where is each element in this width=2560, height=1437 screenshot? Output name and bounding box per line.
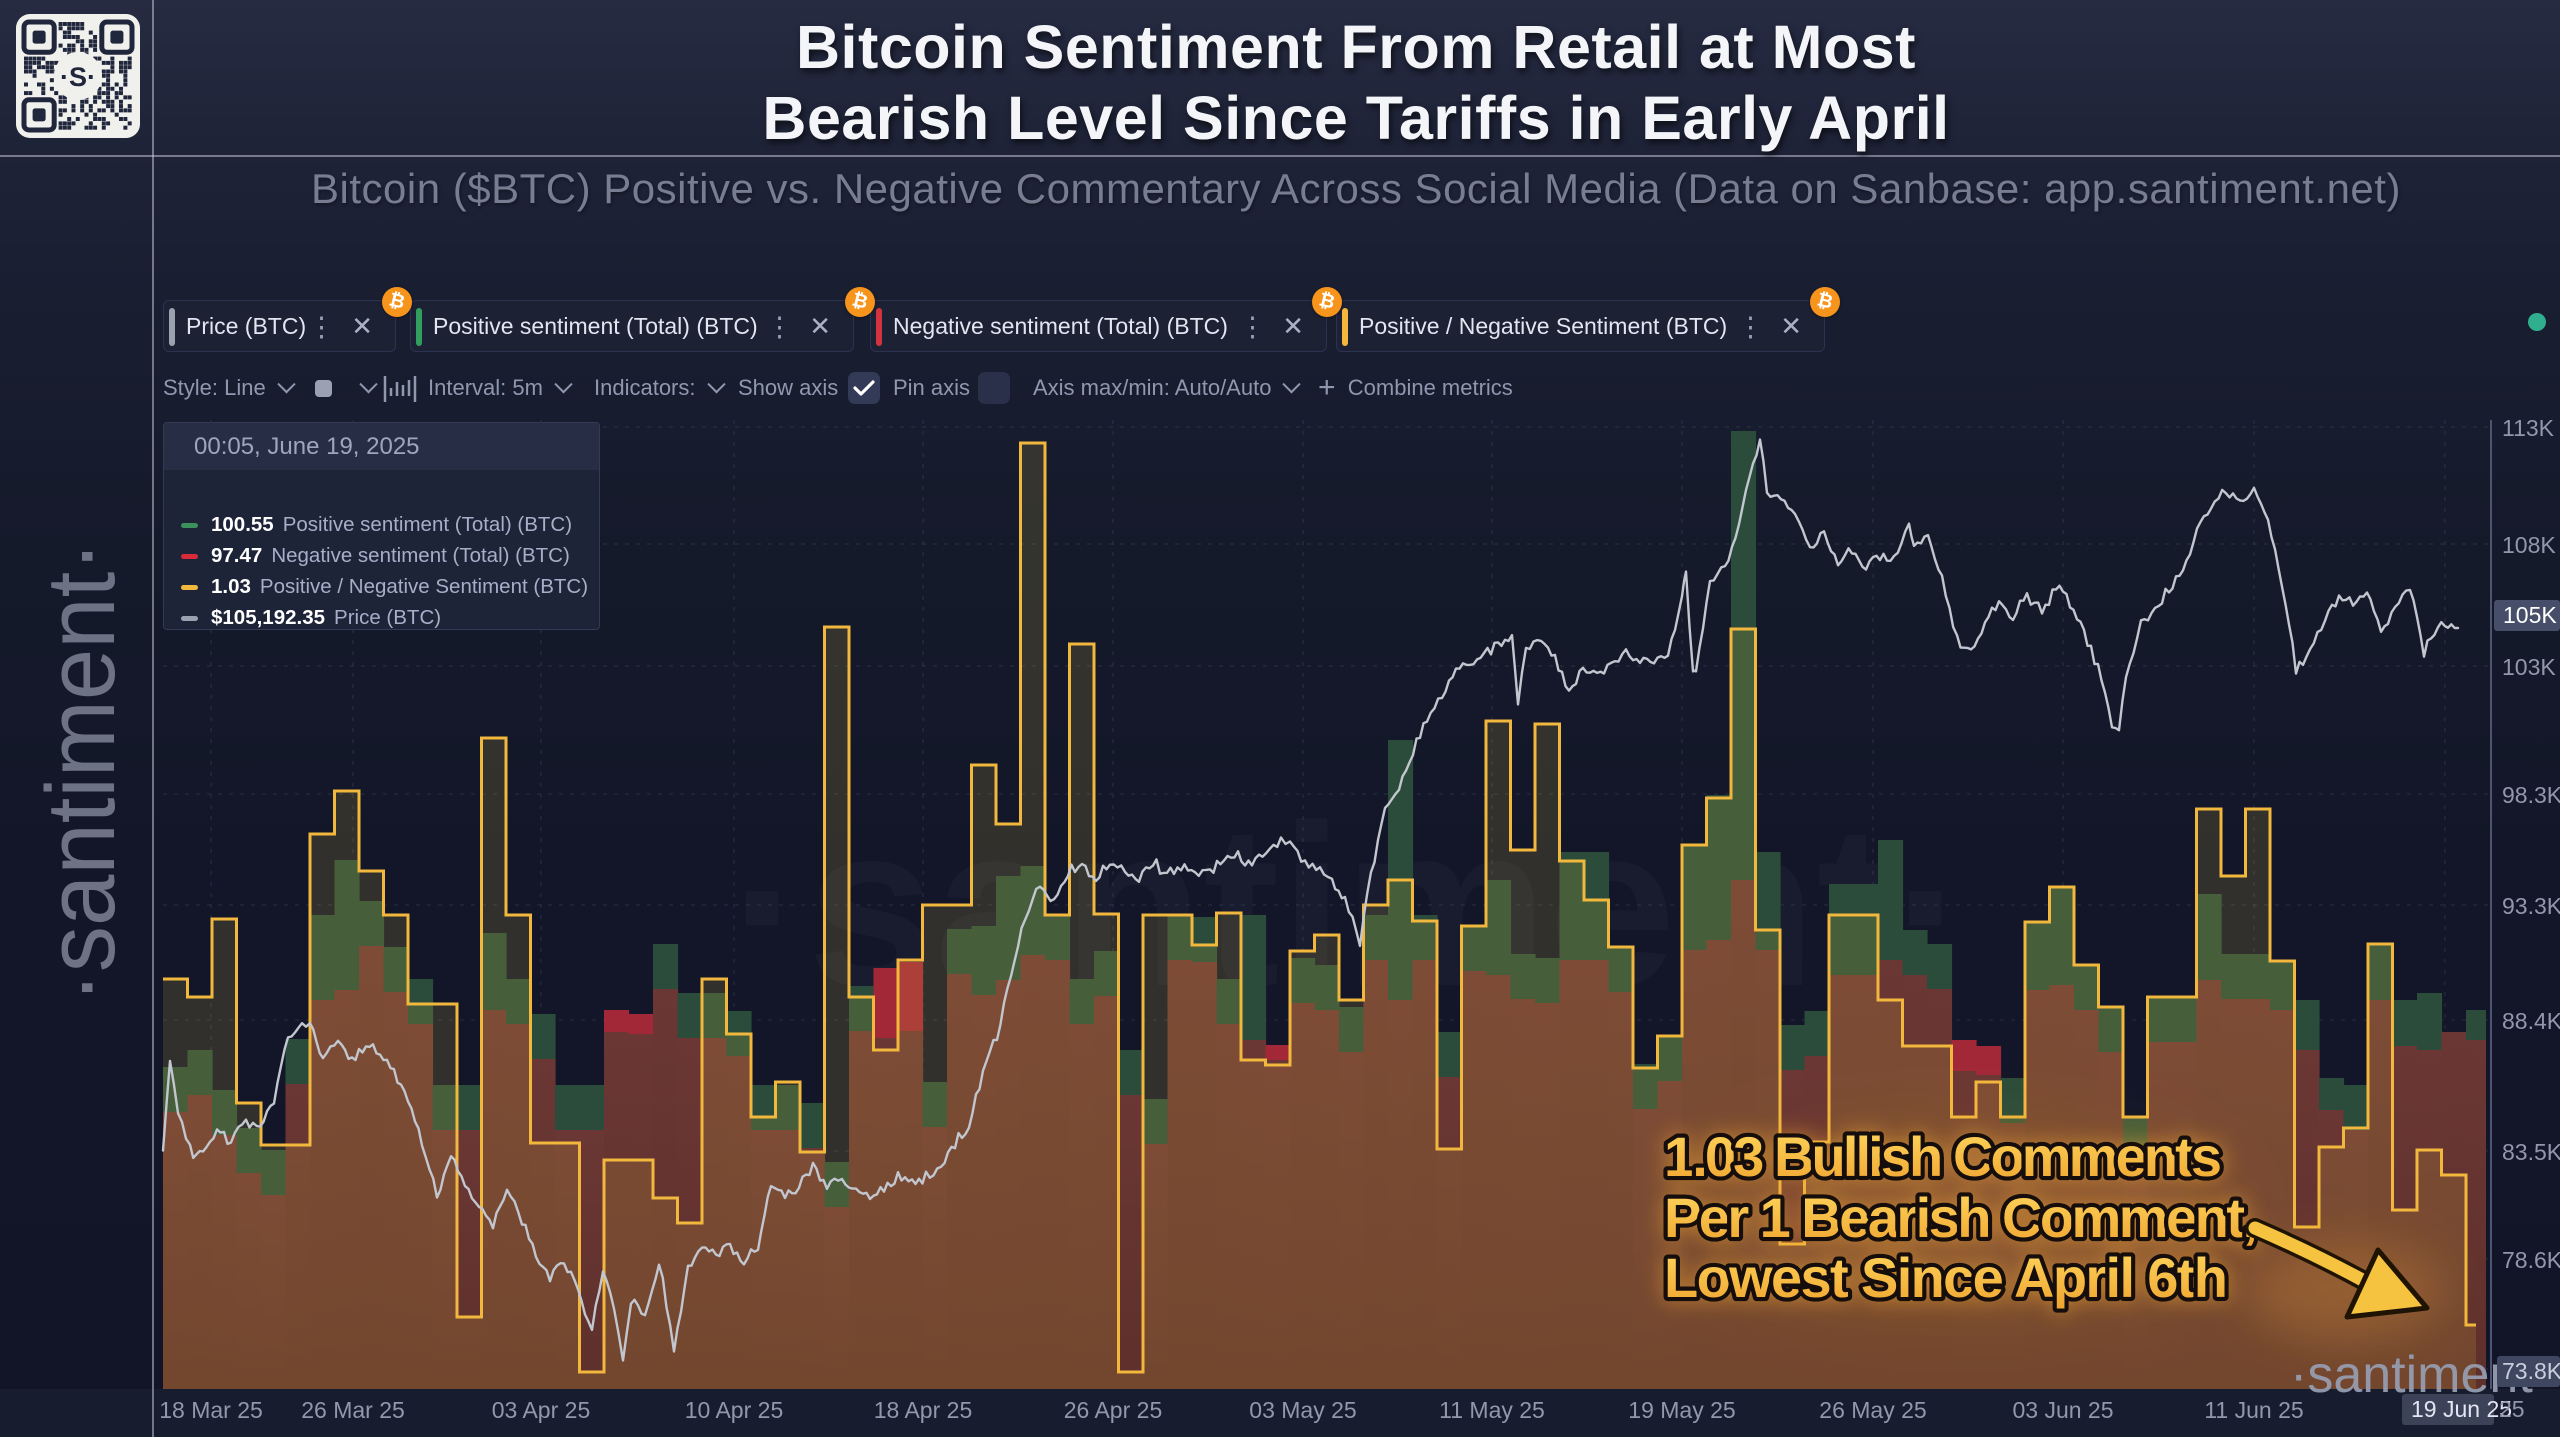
svg-text:11 Jun 25: 11 Jun 25 [2204, 1397, 2303, 1423]
svg-text:18 Apr 25: 18 Apr 25 [874, 1397, 972, 1423]
svg-text:26 Mar 25: 26 Mar 25 [301, 1397, 405, 1423]
svg-text:1.03 Bullish Comments: 1.03 Bullish Comments [1664, 1125, 2222, 1188]
svg-text:19 Jun 25: 19 Jun 25 [2411, 1396, 2512, 1422]
svg-text:105K: 105K [2503, 602, 2557, 628]
svg-text:·santiment·: ·santiment· [26, 541, 135, 1003]
svg-text:11 May 25: 11 May 25 [1439, 1397, 1545, 1423]
svg-text:108K: 108K [2502, 532, 2556, 558]
svg-text:113K: 113K [2502, 415, 2555, 441]
svg-text:88.4K: 88.4K [2502, 1008, 2560, 1034]
svg-text:18 Mar 25: 18 Mar 25 [159, 1397, 263, 1423]
svg-text:03 May 25: 03 May 25 [1249, 1397, 1356, 1423]
svg-text:93.3K: 93.3K [2502, 893, 2560, 919]
svg-text:26 Apr 25: 26 Apr 25 [1064, 1397, 1162, 1423]
svg-text:103K: 103K [2502, 654, 2556, 680]
svg-text:78.6K: 78.6K [2502, 1247, 2560, 1273]
svg-text:03 Jun 25: 03 Jun 25 [2012, 1397, 2113, 1423]
svg-text:03 Apr 25: 03 Apr 25 [492, 1397, 590, 1423]
svg-text:Per 1 Bearish Comment,: Per 1 Bearish Comment, [1664, 1186, 2258, 1249]
svg-text:Lowest Since April 6th: Lowest Since April 6th [1664, 1246, 2228, 1309]
svg-text:73.8K: 73.8K [2502, 1358, 2560, 1384]
svg-text:98.3K: 98.3K [2502, 782, 2560, 808]
svg-text:·S·: ·S· [60, 62, 96, 92]
svg-text:26 May 25: 26 May 25 [1819, 1397, 1926, 1423]
svg-text:83.5K: 83.5K [2502, 1139, 2560, 1165]
svg-text:19 May 25: 19 May 25 [1628, 1397, 1735, 1423]
svg-text:10 Apr 25: 10 Apr 25 [685, 1397, 783, 1423]
svg-text:25: 25 [2499, 1396, 2525, 1422]
